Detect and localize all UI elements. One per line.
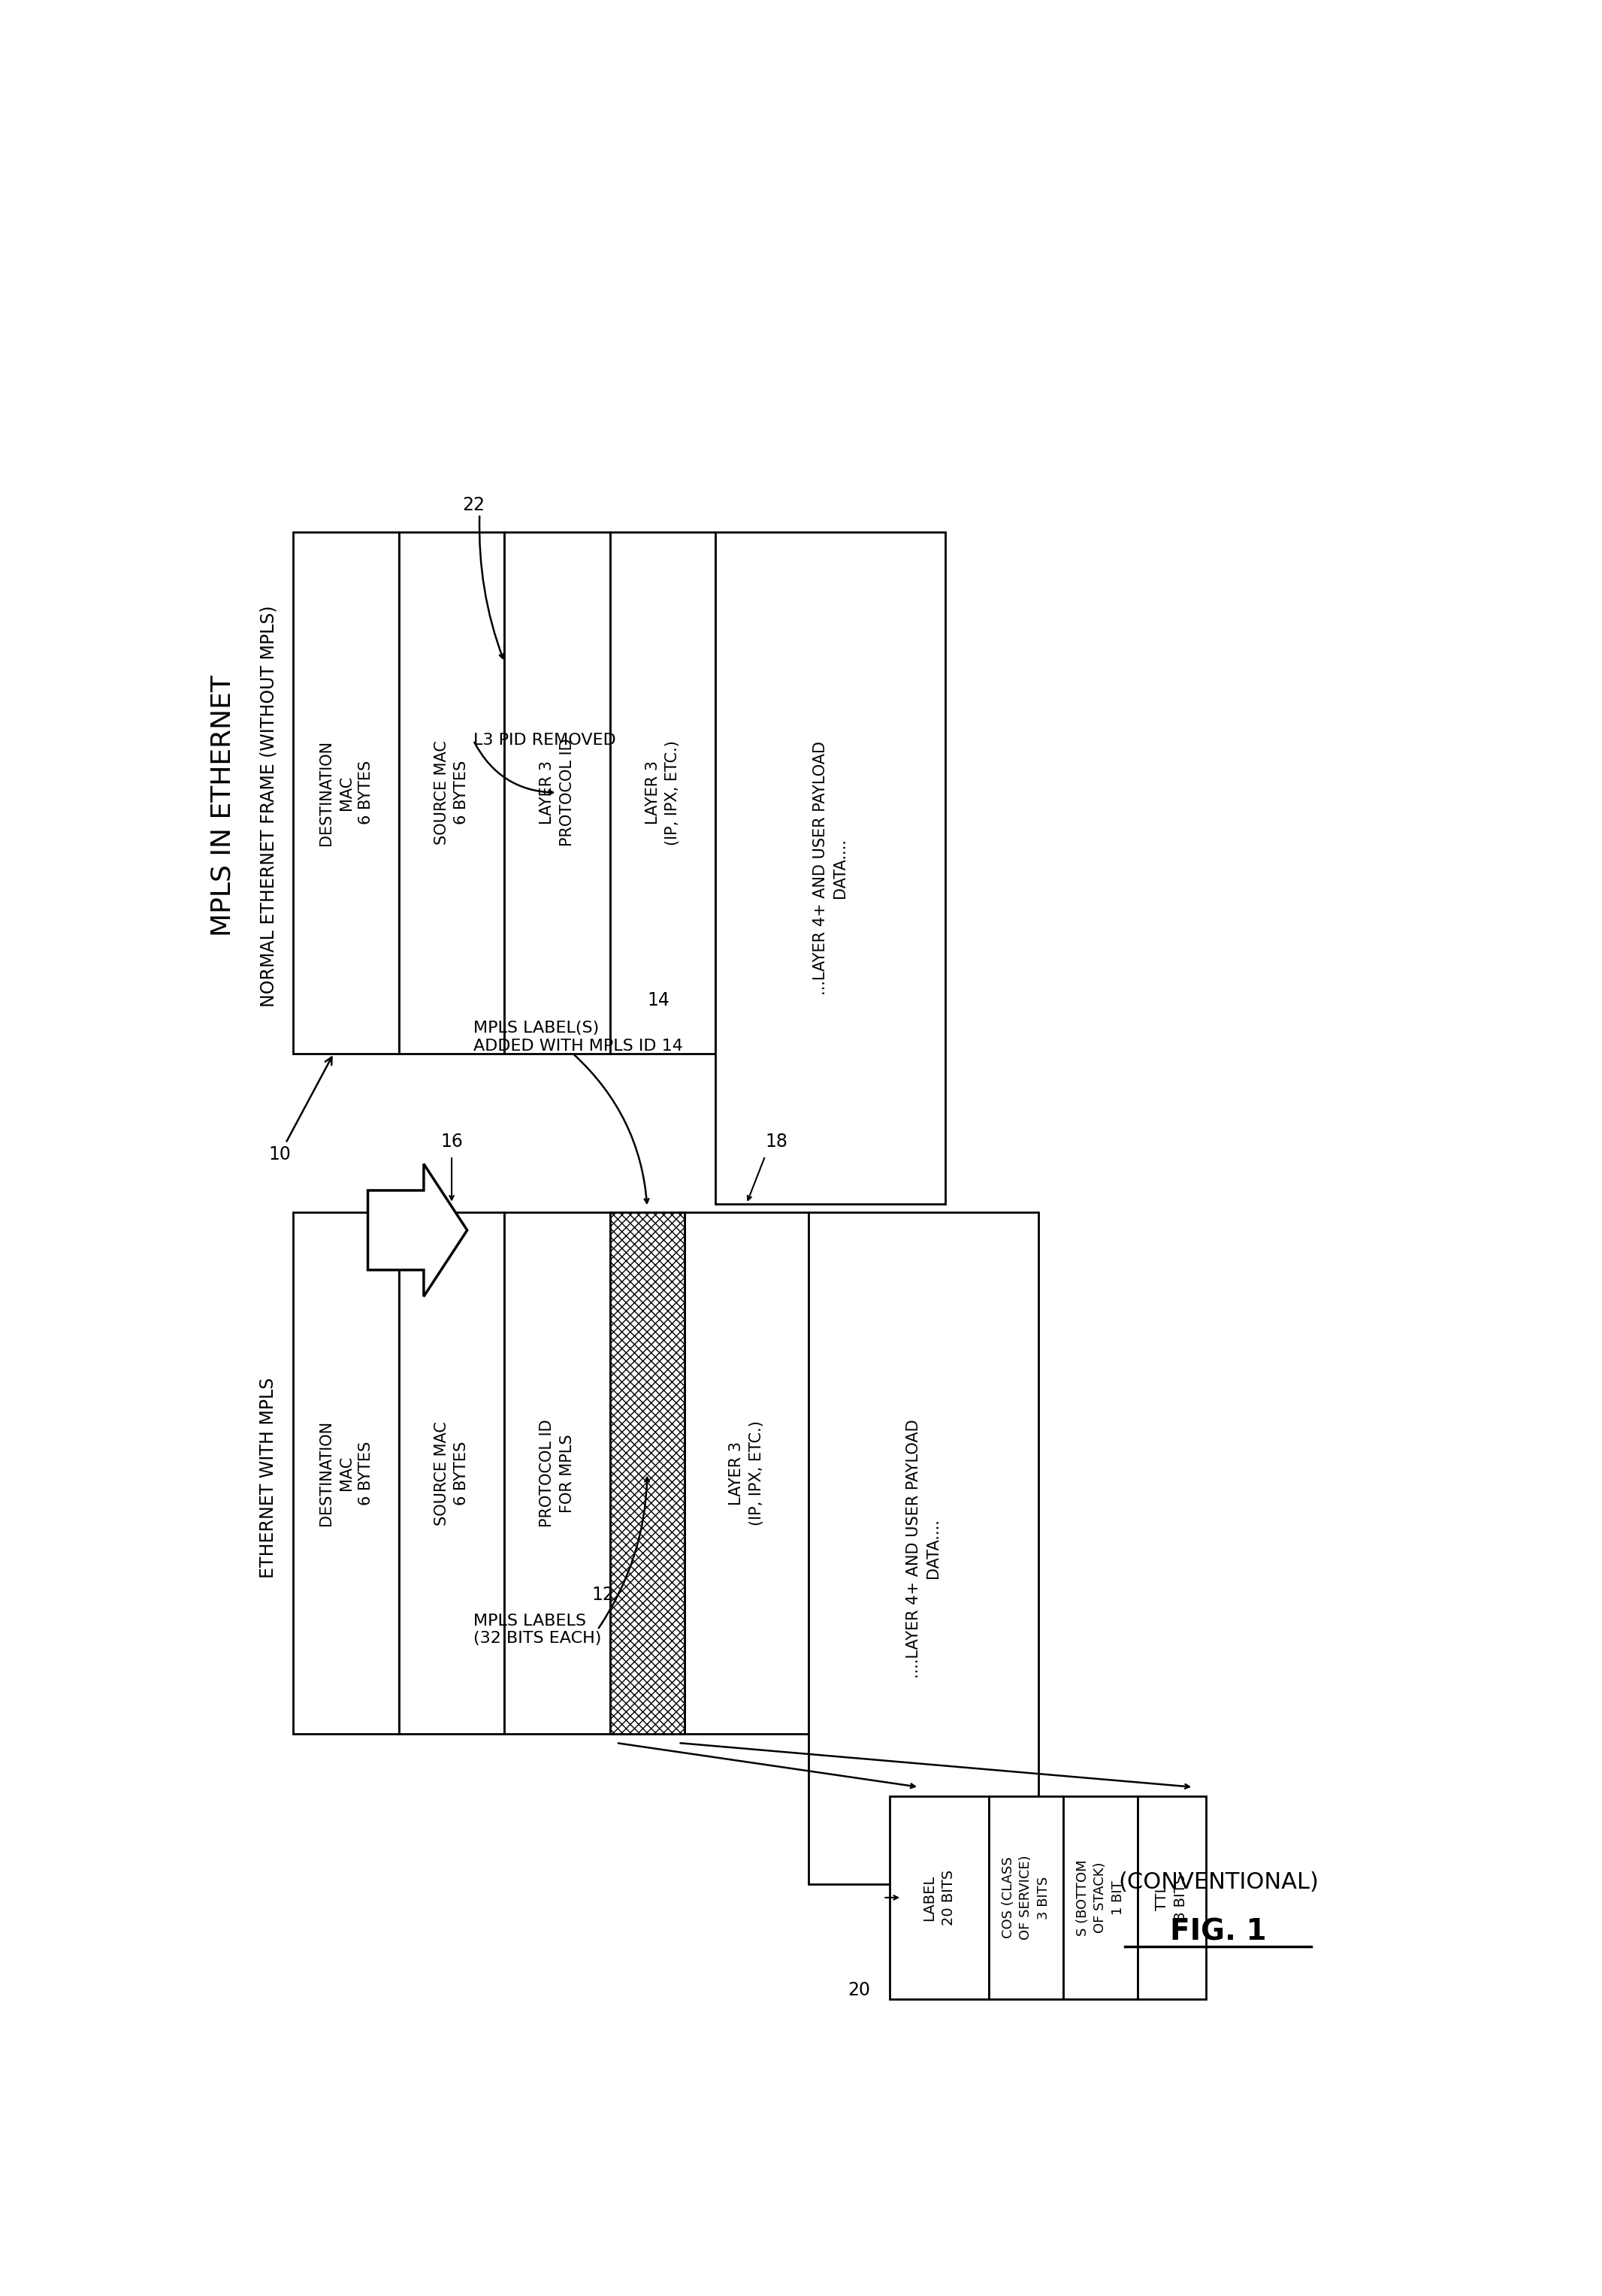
Text: MPLS LABEL(S)
ADDED WITH MPLS ID 14: MPLS LABEL(S) ADDED WITH MPLS ID 14 xyxy=(474,1022,682,1054)
Text: L3 PID REMOVED: L3 PID REMOVED xyxy=(474,732,617,748)
Bar xyxy=(293,1212,399,1733)
Text: FIG. 1: FIG. 1 xyxy=(1169,1917,1267,1947)
Text: SOURCE MAC
6 BYTES: SOURCE MAC 6 BYTES xyxy=(434,739,469,845)
Bar xyxy=(889,1795,988,2000)
Text: MPLS LABELS
(32 BITS EACH): MPLS LABELS (32 BITS EACH) xyxy=(474,1614,601,1646)
Text: NORMAL ETHERNET FRAME (WITHOUT MPLS): NORMAL ETHERNET FRAME (WITHOUT MPLS) xyxy=(260,606,277,1006)
Text: LAYER 3
(IP, IPX, ETC.): LAYER 3 (IP, IPX, ETC.) xyxy=(729,1421,764,1527)
Text: 18: 18 xyxy=(766,1132,788,1150)
Text: SOURCE MAC
6 BYTES: SOURCE MAC 6 BYTES xyxy=(434,1421,469,1525)
Text: 14: 14 xyxy=(647,992,670,1010)
Polygon shape xyxy=(368,1164,468,1297)
Bar xyxy=(684,1212,809,1733)
Bar xyxy=(610,533,716,1054)
Text: MPLS IN ETHERNET: MPLS IN ETHERNET xyxy=(210,675,235,937)
Bar xyxy=(1137,1795,1206,2000)
Text: TTL
8 BITS: TTL 8 BITS xyxy=(1155,1874,1189,1922)
Text: DESTINATION
MAC
6 BYTES: DESTINATION MAC 6 BYTES xyxy=(319,739,373,845)
Text: LAYER 3
(IP, IPX, ETC.): LAYER 3 (IP, IPX, ETC.) xyxy=(646,739,681,845)
Text: 16: 16 xyxy=(441,1132,463,1150)
Text: 12: 12 xyxy=(591,1587,614,1603)
Text: 10: 10 xyxy=(269,1056,332,1164)
Bar xyxy=(610,1212,684,1733)
Text: (CONVENTIONAL): (CONVENTIONAL) xyxy=(1118,1871,1318,1894)
Text: 20: 20 xyxy=(847,1981,871,2000)
Text: ....LAYER 4+ AND USER PAYLOAD
DATA....: ....LAYER 4+ AND USER PAYLOAD DATA.... xyxy=(907,1419,940,1678)
Text: COS (CLASS
OF SERVICE)
3 BITS: COS (CLASS OF SERVICE) 3 BITS xyxy=(1001,1855,1051,1940)
Text: DESTINATION
MAC
6 BYTES: DESTINATION MAC 6 BYTES xyxy=(319,1421,373,1527)
Text: LAYER 3
PROTOCOL ID: LAYER 3 PROTOCOL ID xyxy=(540,739,575,847)
Bar xyxy=(610,1212,684,1733)
Bar xyxy=(809,1212,1038,1885)
Bar xyxy=(399,533,505,1054)
Bar xyxy=(293,533,399,1054)
Bar xyxy=(399,1212,505,1733)
Text: LABEL
20 BITS: LABEL 20 BITS xyxy=(923,1869,955,1926)
Bar xyxy=(716,533,945,1203)
Text: S (BOTTOM
OF STACK)
1 BIT: S (BOTTOM OF STACK) 1 BIT xyxy=(1077,1860,1125,1936)
Text: ...LAYER 4+ AND USER PAYLOAD
DATA....: ...LAYER 4+ AND USER PAYLOAD DATA.... xyxy=(812,742,847,994)
Bar xyxy=(505,533,610,1054)
Bar xyxy=(505,1212,610,1733)
Text: 22: 22 xyxy=(461,496,485,514)
Text: ETHERNET WITH MPLS: ETHERNET WITH MPLS xyxy=(260,1378,277,1577)
Bar xyxy=(1064,1795,1137,2000)
Text: PROTOCOL ID
FOR MPLS: PROTOCOL ID FOR MPLS xyxy=(540,1419,575,1527)
Bar xyxy=(988,1795,1064,2000)
